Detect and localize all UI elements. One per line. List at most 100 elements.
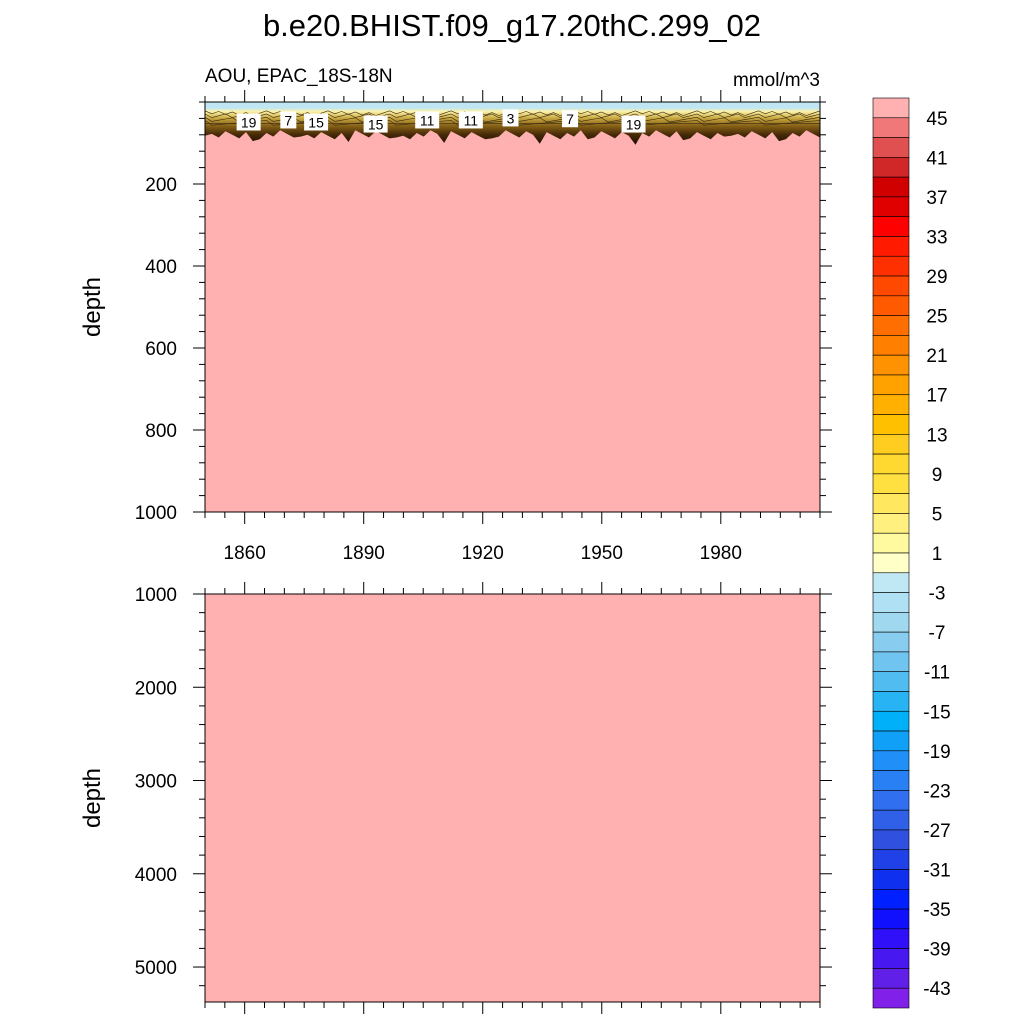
- colorbar-swatch: [872, 770, 910, 791]
- colorbar-swatch: [872, 473, 910, 494]
- colorbar-swatch: [872, 354, 910, 376]
- colorbar-tick-label: -3: [929, 584, 946, 605]
- field-fill: [205, 102, 820, 512]
- colorbar-tick-label: 13: [926, 425, 947, 446]
- contour-label: 11: [415, 111, 440, 129]
- colorbar-swatch: [872, 750, 910, 771]
- contour-label: 19: [621, 115, 646, 133]
- y-tick-label: 1000: [135, 585, 177, 606]
- colorbar-swatch: [872, 691, 910, 712]
- svg-text:7: 7: [566, 111, 574, 127]
- contour-label: 7: [562, 110, 579, 128]
- svg-text:15: 15: [308, 115, 324, 131]
- colorbar-tick-label: 21: [926, 346, 947, 367]
- y-axis-label: depth: [79, 277, 106, 337]
- colorbar-swatch: [872, 176, 910, 198]
- colorbar-swatch: [872, 236, 910, 257]
- colorbar-swatch: [872, 374, 910, 396]
- colorbar-tick-label: -15: [923, 702, 950, 723]
- colorbar-tick-label: 1: [932, 544, 943, 565]
- colorbar-tick-label: 17: [926, 386, 947, 407]
- y-tick-label: 2000: [135, 678, 177, 699]
- colorbar-swatch: [872, 671, 910, 692]
- colorbar-tick-label: -39: [923, 940, 950, 961]
- colorbar-swatch: [872, 730, 910, 752]
- contour-label: 19: [236, 113, 261, 131]
- chart-title: b.e20.BHIST.f09_g17.20thC.299_02: [263, 8, 761, 43]
- colorbar-swatch: [872, 117, 910, 138]
- colorbar-tick-label: 5: [932, 504, 943, 525]
- y-tick-label: 1000: [135, 503, 177, 524]
- colorbar-tick-label: 25: [926, 307, 947, 328]
- contour-label: 15: [363, 115, 388, 133]
- y-tick-label: 3000: [135, 772, 177, 793]
- y-axis-label: depth: [79, 768, 106, 828]
- svg-text:7: 7: [284, 112, 292, 128]
- contour-label: 3: [502, 109, 519, 127]
- colorbar-swatch: [872, 631, 910, 653]
- colorbar-swatch: [872, 414, 910, 435]
- colorbar-swatch: [872, 157, 910, 178]
- colorbar-swatch: [872, 790, 910, 811]
- x-tick-label: 1950: [581, 543, 623, 564]
- colorbar-tick-label: -35: [923, 900, 950, 921]
- x-tick-label: 1920: [462, 543, 504, 564]
- svg-text:11: 11: [420, 112, 435, 128]
- plot-frame: [204, 101, 821, 513]
- colorbar-swatch: [872, 948, 910, 969]
- colorbar-tick-label: -19: [923, 742, 950, 763]
- colorbar-swatch: [872, 869, 910, 890]
- upper-panel: 19 7 15 15 11 11 3 7 19 200 400 600 800 1000 1860 1890 1…: [79, 90, 832, 564]
- colorbar-tick-label: -11: [924, 663, 950, 684]
- x-tick-label: 1980: [700, 543, 742, 564]
- svg-text:15: 15: [368, 117, 384, 133]
- colorbar-swatch: [872, 196, 910, 217]
- colorbar-swatch: [872, 315, 910, 336]
- svg-text:3: 3: [507, 110, 515, 126]
- svg-text:11: 11: [464, 112, 479, 128]
- field-fill: [205, 594, 820, 1002]
- colorbar-swatch: [872, 809, 910, 831]
- contour-label: 15: [304, 113, 329, 131]
- colorbar-tick-label: -7: [929, 623, 946, 644]
- colorbar-swatch: [872, 532, 910, 554]
- y-tick-label: 5000: [135, 958, 177, 979]
- colorbar-tick-label: 29: [926, 267, 947, 288]
- colorbar-tick-label: 41: [926, 148, 947, 169]
- colorbar-swatch: [872, 394, 910, 415]
- svg-text:19: 19: [626, 117, 642, 133]
- colorbar-swatch: [872, 710, 910, 732]
- colorbar-swatch: [872, 216, 910, 237]
- colorbar-swatch: [872, 908, 910, 930]
- colorbar-swatch: [872, 889, 910, 910]
- y-tick-label: 200: [145, 175, 177, 196]
- colorbar-swatch: [872, 987, 910, 1009]
- colorbar-swatch: [872, 97, 910, 119]
- colorbar: 45 41 37 33 29 25 21 17 13 9 5 1 -3 -7 -11 -15 -19 -23 -27…: [872, 97, 951, 1009]
- colorbar-swatch: [872, 849, 910, 870]
- colorbar-tick-label: 33: [926, 227, 947, 248]
- colorbar-swatch: [872, 137, 910, 158]
- colorbar-swatch: [872, 651, 910, 672]
- lower-panel: 1000 2000 3000 4000 5000 depth: [79, 582, 832, 1014]
- plot-frame: [204, 593, 821, 1003]
- colorbar-swatch: [872, 928, 910, 949]
- colorbar-swatch: [872, 453, 910, 475]
- y-tick-label: 400: [145, 257, 177, 278]
- svg-text:19: 19: [241, 115, 257, 131]
- colorbar-swatch: [872, 275, 910, 297]
- contour-label: 7: [280, 111, 297, 129]
- x-tick-label: 1860: [224, 543, 266, 564]
- colorbar-swatch: [872, 513, 910, 534]
- colorbar-swatch: [872, 572, 910, 593]
- chart-units-label: mmol/m^3: [733, 70, 820, 91]
- colorbar-swatch: [872, 434, 910, 455]
- colorbar-swatch: [872, 552, 910, 574]
- colorbar-swatch: [872, 592, 910, 613]
- colorbar-tick-label: -23: [923, 781, 950, 802]
- colorbar-swatch: [872, 612, 910, 633]
- colorbar-swatch: [872, 829, 910, 851]
- colorbar-swatch: [872, 255, 910, 277]
- x-tick-label: 1890: [343, 543, 385, 564]
